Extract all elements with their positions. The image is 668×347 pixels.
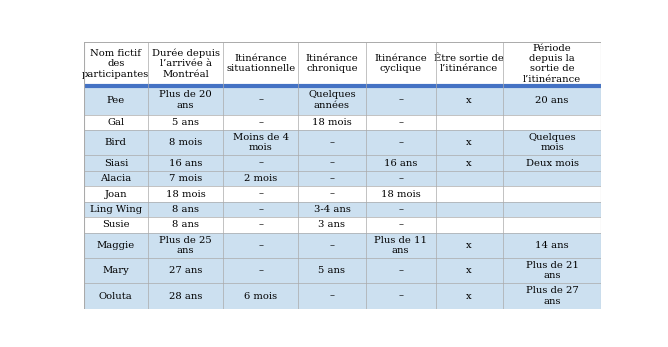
Text: –: – [259, 266, 263, 275]
Text: –: – [259, 159, 263, 168]
Text: Bird: Bird [105, 138, 127, 147]
Text: Siasi: Siasi [104, 159, 128, 168]
Text: 7 mois: 7 mois [169, 174, 202, 183]
Text: 6 mois: 6 mois [244, 291, 277, 301]
Text: x: x [466, 291, 472, 301]
Text: –: – [398, 220, 403, 229]
Bar [84, 171, 601, 186]
Bar [84, 217, 601, 232]
Text: Susie: Susie [102, 220, 130, 229]
Text: 28 ans: 28 ans [169, 291, 202, 301]
Text: x: x [466, 96, 472, 105]
Text: 14 ans: 14 ans [535, 241, 569, 250]
Text: x: x [466, 241, 472, 250]
Text: Être sortie de
l’itinérance: Être sortie de l’itinérance [434, 54, 504, 74]
Text: –: – [259, 118, 263, 127]
Text: Pee: Pee [107, 96, 125, 105]
Text: –: – [398, 96, 403, 105]
Text: 18 mois: 18 mois [312, 118, 352, 127]
Text: –: – [329, 291, 335, 301]
Text: –: – [398, 266, 403, 275]
Text: Moins de 4
mois: Moins de 4 mois [232, 133, 289, 152]
Text: –: – [259, 189, 263, 198]
Text: –: – [398, 138, 403, 147]
Text: –: – [329, 189, 335, 198]
Text: Quelques
années: Quelques années [308, 91, 356, 110]
Text: 27 ans: 27 ans [169, 266, 202, 275]
Text: –: – [259, 220, 263, 229]
Bar [84, 130, 601, 155]
Text: 8 mois: 8 mois [169, 138, 202, 147]
Text: –: – [329, 174, 335, 183]
Bar [84, 202, 601, 217]
Text: Ooluta: Ooluta [99, 291, 133, 301]
Text: Plus de 27
ans: Plus de 27 ans [526, 286, 578, 306]
Text: Itinérance
chronique: Itinérance chronique [306, 54, 358, 74]
Text: Joan: Joan [105, 189, 127, 198]
Text: Plus de 20
ans: Plus de 20 ans [160, 91, 212, 110]
Text: Alacia: Alacia [100, 174, 132, 183]
Text: –: – [398, 205, 403, 214]
Text: 16 ans: 16 ans [384, 159, 418, 168]
Text: Quelques
mois: Quelques mois [528, 133, 576, 152]
Text: –: – [259, 205, 263, 214]
Bar [84, 86, 601, 115]
Text: Ling Wing: Ling Wing [90, 205, 142, 214]
Bar [84, 283, 601, 309]
Text: 8 ans: 8 ans [172, 205, 199, 214]
Text: Itinérance
cyclique: Itinérance cyclique [374, 54, 427, 74]
Text: Plus de 21
ans: Plus de 21 ans [526, 261, 578, 280]
Text: Nom fictif
des
participantes: Nom fictif des participantes [82, 49, 150, 79]
Bar [84, 232, 601, 258]
Text: 5 ans: 5 ans [319, 266, 345, 275]
Text: Deux mois: Deux mois [526, 159, 578, 168]
Text: x: x [466, 266, 472, 275]
Text: Itinérance
situationnelle: Itinérance situationnelle [226, 54, 295, 74]
Text: 16 ans: 16 ans [169, 159, 202, 168]
Text: 3-4 ans: 3-4 ans [313, 205, 351, 214]
Text: 2 mois: 2 mois [244, 174, 277, 183]
Text: Gal: Gal [108, 118, 124, 127]
Text: Plus de 25
ans: Plus de 25 ans [160, 236, 212, 255]
Bar [84, 155, 601, 171]
Text: –: – [259, 96, 263, 105]
Text: x: x [466, 138, 472, 147]
Bar [84, 42, 601, 86]
Text: 20 ans: 20 ans [535, 96, 568, 105]
Text: 8 ans: 8 ans [172, 220, 199, 229]
Text: Mary: Mary [102, 266, 129, 275]
Bar [84, 258, 601, 283]
Text: –: – [398, 174, 403, 183]
Text: x: x [466, 159, 472, 168]
Text: Période
depuis la
sortie de
l’itinérance: Période depuis la sortie de l’itinérance [523, 44, 581, 84]
Text: 18 mois: 18 mois [381, 189, 420, 198]
Text: 5 ans: 5 ans [172, 118, 199, 127]
Bar [84, 186, 601, 202]
Text: Plus de 11
ans: Plus de 11 ans [374, 236, 427, 255]
Text: 18 mois: 18 mois [166, 189, 206, 198]
Text: Maggie: Maggie [97, 241, 135, 250]
Bar [84, 115, 601, 130]
Text: –: – [398, 291, 403, 301]
Text: –: – [329, 138, 335, 147]
Text: Durée depuis
l’arrivée à
Montréal: Durée depuis l’arrivée à Montréal [152, 49, 220, 79]
Text: –: – [329, 241, 335, 250]
Text: –: – [259, 241, 263, 250]
Text: –: – [329, 159, 335, 168]
Text: 3 ans: 3 ans [319, 220, 345, 229]
Text: –: – [398, 118, 403, 127]
